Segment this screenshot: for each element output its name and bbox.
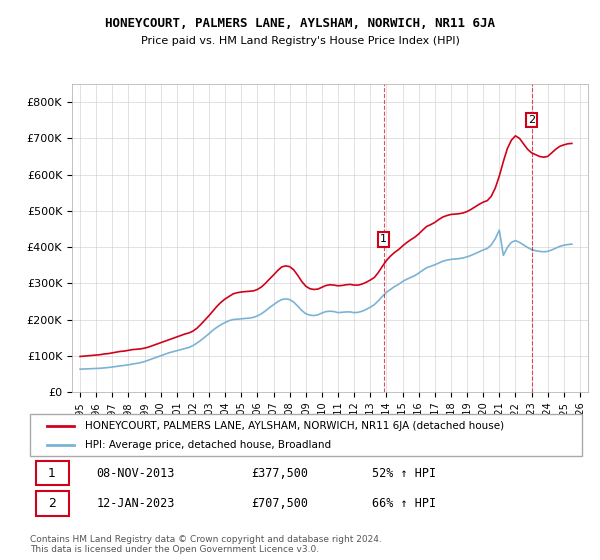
Text: 1: 1 (380, 234, 387, 244)
Text: 1: 1 (48, 466, 56, 480)
Text: Price paid vs. HM Land Registry's House Price Index (HPI): Price paid vs. HM Land Registry's House … (140, 36, 460, 46)
Bar (35, 491, 68, 516)
Text: 12-JAN-2023: 12-JAN-2023 (96, 497, 175, 510)
Text: HONEYCOURT, PALMERS LANE, AYLSHAM, NORWICH, NR11 6JA (detached house): HONEYCOURT, PALMERS LANE, AYLSHAM, NORWI… (85, 421, 505, 431)
Text: Contains HM Land Registry data © Crown copyright and database right 2024.
This d: Contains HM Land Registry data © Crown c… (30, 535, 382, 554)
Text: 66% ↑ HPI: 66% ↑ HPI (372, 497, 436, 510)
FancyBboxPatch shape (30, 414, 582, 456)
Text: 08-NOV-2013: 08-NOV-2013 (96, 466, 175, 480)
Text: HPI: Average price, detached house, Broadland: HPI: Average price, detached house, Broa… (85, 440, 331, 450)
Text: £377,500: £377,500 (251, 466, 308, 480)
Text: 2: 2 (528, 115, 535, 125)
Text: 52% ↑ HPI: 52% ↑ HPI (372, 466, 436, 480)
Text: £707,500: £707,500 (251, 497, 308, 510)
Text: 2: 2 (48, 497, 56, 510)
Text: HONEYCOURT, PALMERS LANE, AYLSHAM, NORWICH, NR11 6JA: HONEYCOURT, PALMERS LANE, AYLSHAM, NORWI… (105, 17, 495, 30)
Bar (35, 461, 68, 486)
